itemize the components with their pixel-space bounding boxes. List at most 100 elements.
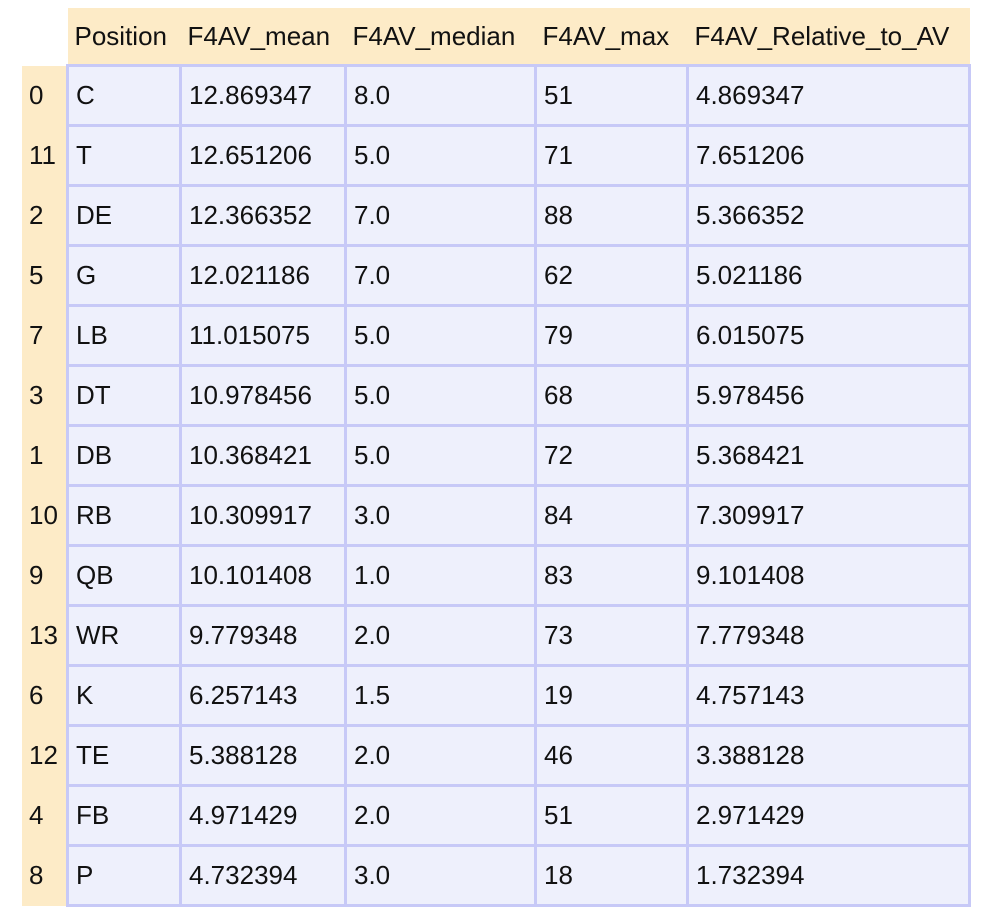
- row-index: 12: [22, 725, 68, 786]
- cell-f4av-relative-to-av: 9.101408: [686, 544, 971, 607]
- table-row: 5 G 12.021186 7.0 62 5.021186: [22, 244, 971, 307]
- cell-f4av-max: 71: [534, 124, 689, 187]
- index-header-corner: [22, 8, 68, 66]
- cell-f4av-max: 83: [534, 544, 689, 607]
- cell-f4av-mean: 10.309917: [179, 484, 347, 547]
- cell-f4av-median: 7.0: [344, 244, 537, 307]
- cell-f4av-mean: 4.971429: [179, 784, 347, 847]
- cell-f4av-max: 51: [534, 64, 689, 127]
- row-index: 0: [22, 65, 68, 126]
- cell-f4av-mean: 12.869347: [179, 64, 347, 127]
- column-header-f4av-median: F4AV_median: [345, 8, 536, 66]
- table-row: 3 DT 10.978456 5.0 68 5.978456: [22, 364, 971, 427]
- table-row: 13 WR 9.779348 2.0 73 7.779348: [22, 604, 971, 667]
- cell-f4av-relative-to-av: 2.971429: [686, 784, 971, 847]
- cell-position: TE: [66, 724, 182, 787]
- cell-f4av-median: 5.0: [344, 424, 537, 487]
- cell-f4av-mean: 12.651206: [179, 124, 347, 187]
- cell-f4av-max: 18: [534, 844, 689, 907]
- cell-f4av-mean: 10.978456: [179, 364, 347, 427]
- cell-position: WR: [66, 604, 182, 667]
- table-row: 9 QB 10.101408 1.0 83 9.101408: [22, 544, 971, 607]
- table-row: 4 FB 4.971429 2.0 51 2.971429: [22, 784, 971, 847]
- cell-f4av-max: 62: [534, 244, 689, 307]
- cell-position: QB: [66, 544, 182, 607]
- cell-position: G: [66, 244, 182, 307]
- cell-f4av-mean: 10.101408: [179, 544, 347, 607]
- cell-f4av-max: 68: [534, 364, 689, 427]
- cell-f4av-median: 5.0: [344, 304, 537, 367]
- cell-f4av-median: 7.0: [344, 184, 537, 247]
- cell-f4av-relative-to-av: 5.978456: [686, 364, 971, 427]
- row-index: 3: [22, 365, 68, 426]
- table-row: 2 DE 12.366352 7.0 88 5.366352: [22, 184, 971, 247]
- cell-f4av-mean: 5.388128: [179, 724, 347, 787]
- table-row: 1 DB 10.368421 5.0 72 5.368421: [22, 424, 971, 487]
- column-header-f4av-relative-to-av: F4AV_Relative_to_AV: [687, 8, 970, 66]
- cell-position: T: [66, 124, 182, 187]
- cell-f4av-max: 73: [534, 604, 689, 667]
- cell-f4av-max: 46: [534, 724, 689, 787]
- row-index: 13: [22, 605, 68, 666]
- table-row: 8 P 4.732394 3.0 18 1.732394: [22, 844, 971, 907]
- cell-f4av-relative-to-av: 7.309917: [686, 484, 971, 547]
- cell-f4av-median: 5.0: [344, 364, 537, 427]
- cell-f4av-mean: 11.015075: [179, 304, 347, 367]
- cell-position: P: [66, 844, 182, 907]
- cell-f4av-median: 3.0: [344, 484, 537, 547]
- cell-f4av-mean: 4.732394: [179, 844, 347, 907]
- cell-f4av-relative-to-av: 4.869347: [686, 64, 971, 127]
- cell-position: DT: [66, 364, 182, 427]
- cell-f4av-mean: 6.257143: [179, 664, 347, 727]
- cell-f4av-max: 72: [534, 424, 689, 487]
- table-row: 0 C 12.869347 8.0 51 4.869347: [22, 64, 971, 127]
- cell-f4av-median: 2.0: [344, 784, 537, 847]
- cell-f4av-median: 5.0: [344, 124, 537, 187]
- cell-f4av-max: 84: [534, 484, 689, 547]
- cell-f4av-median: 1.5: [344, 664, 537, 727]
- table-row: 10 RB 10.309917 3.0 84 7.309917: [22, 484, 971, 547]
- row-index: 5: [22, 245, 68, 306]
- cell-f4av-relative-to-av: 5.366352: [686, 184, 971, 247]
- row-index: 9: [22, 545, 68, 606]
- row-index: 2: [22, 185, 68, 246]
- row-index: 6: [22, 665, 68, 726]
- cell-f4av-median: 2.0: [344, 604, 537, 667]
- table-row: 12 TE 5.388128 2.0 46 3.388128: [22, 724, 971, 787]
- cell-position: C: [66, 64, 182, 127]
- row-index: 11: [22, 125, 68, 186]
- row-index: 8: [22, 845, 68, 906]
- cell-position: DB: [66, 424, 182, 487]
- row-index: 1: [22, 425, 68, 486]
- cell-f4av-relative-to-av: 7.651206: [686, 124, 971, 187]
- cell-f4av-median: 1.0: [344, 544, 537, 607]
- table-row: 6 K 6.257143 1.5 19 4.757143: [22, 664, 971, 727]
- cell-f4av-median: 8.0: [344, 64, 537, 127]
- row-index: 7: [22, 305, 68, 366]
- row-index: 10: [22, 485, 68, 546]
- cell-f4av-relative-to-av: 5.368421: [686, 424, 971, 487]
- cell-f4av-mean: 10.368421: [179, 424, 347, 487]
- cell-f4av-relative-to-av: 1.732394: [686, 844, 971, 907]
- column-header-position: Position: [67, 8, 181, 66]
- cell-f4av-median: 3.0: [344, 844, 537, 907]
- cell-f4av-max: 88: [534, 184, 689, 247]
- row-index: 4: [22, 785, 68, 846]
- cell-f4av-median: 2.0: [344, 724, 537, 787]
- header-row: Position F4AV_mean F4AV_median F4AV_max …: [22, 8, 970, 66]
- cell-f4av-max: 51: [534, 784, 689, 847]
- cell-f4av-max: 79: [534, 304, 689, 367]
- cell-f4av-relative-to-av: 4.757143: [686, 664, 971, 727]
- cell-f4av-mean: 9.779348: [179, 604, 347, 667]
- cell-f4av-mean: 12.021186: [179, 244, 347, 307]
- cell-f4av-max: 19: [534, 664, 689, 727]
- cell-f4av-relative-to-av: 6.015075: [686, 304, 971, 367]
- cell-position: FB: [66, 784, 182, 847]
- cell-position: LB: [66, 304, 182, 367]
- table-row: 7 LB 11.015075 5.0 79 6.015075: [22, 304, 971, 367]
- table-row: 11 T 12.651206 5.0 71 7.651206: [22, 124, 971, 187]
- cell-position: DE: [66, 184, 182, 247]
- column-header-f4av-mean: F4AV_mean: [180, 8, 346, 66]
- cell-position: RB: [66, 484, 182, 547]
